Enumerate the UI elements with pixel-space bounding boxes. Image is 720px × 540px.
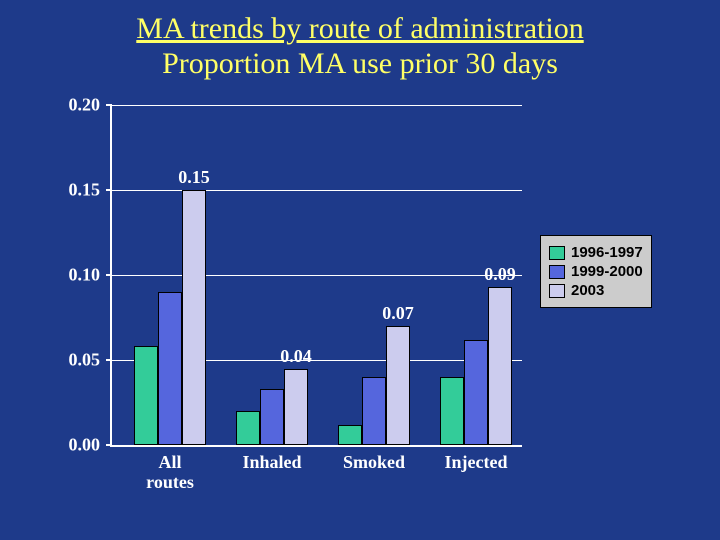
data-label: 0.09 [484, 264, 516, 285]
x-axis-label: Inhaled [242, 453, 301, 473]
bar [260, 389, 284, 445]
bar [134, 346, 158, 445]
data-label: 0.04 [280, 346, 312, 367]
y-axis-label: 0.05 [69, 350, 101, 371]
x-axis-label: Allroutes [146, 453, 194, 493]
legend-swatch [549, 265, 565, 279]
x-axis-label: Injected [445, 453, 508, 473]
plot-region: 0.000.050.100.150.20AllroutesInhaledSmok… [110, 105, 522, 447]
chart-area: 0.00 0.05 0.10 0.15 0.20 Allroutes Inhaled Smok… [50, 95, 670, 515]
grid-line [112, 105, 522, 106]
grid-line [112, 190, 522, 191]
x-axis-label: Smoked [343, 453, 405, 473]
bar [158, 292, 182, 445]
bar [440, 377, 464, 445]
legend-row: 1996-1997 [549, 244, 643, 261]
legend-row: 2003 [549, 282, 643, 299]
legend-row: 1999-2000 [549, 263, 643, 280]
grid-line [112, 275, 522, 276]
bar [182, 190, 206, 445]
y-axis-label: 0.15 [69, 180, 101, 201]
data-label: 0.07 [382, 303, 414, 324]
bar [362, 377, 386, 445]
legend: 1996-1997 1999-2000 2003 [540, 235, 652, 308]
y-tick [106, 274, 112, 276]
y-axis-label: 0.10 [69, 265, 101, 286]
legend-label: 1996-1997 [571, 244, 643, 261]
legend-swatch [549, 246, 565, 260]
legend-swatch [549, 284, 565, 298]
title-line-2: Proportion MA use prior 30 days [162, 47, 558, 80]
legend-label: 2003 [571, 282, 604, 299]
y-tick [106, 444, 112, 446]
legend-label: 1999-2000 [571, 263, 643, 280]
bar [488, 287, 512, 445]
bar [386, 326, 410, 445]
title-line-1: MA trends by route of administration [136, 12, 583, 45]
y-axis-label: 0.00 [69, 435, 101, 456]
y-tick [106, 189, 112, 191]
y-tick [106, 104, 112, 106]
bar [236, 411, 260, 445]
bar [464, 340, 488, 445]
bar [338, 425, 362, 445]
slide-title: MA trends by route of administration Pro… [0, 0, 720, 81]
data-label: 0.15 [178, 167, 210, 188]
y-tick [106, 359, 112, 361]
bar [284, 369, 308, 446]
slide: MA trends by route of administration Pro… [0, 0, 720, 540]
y-axis-label: 0.20 [69, 95, 101, 116]
